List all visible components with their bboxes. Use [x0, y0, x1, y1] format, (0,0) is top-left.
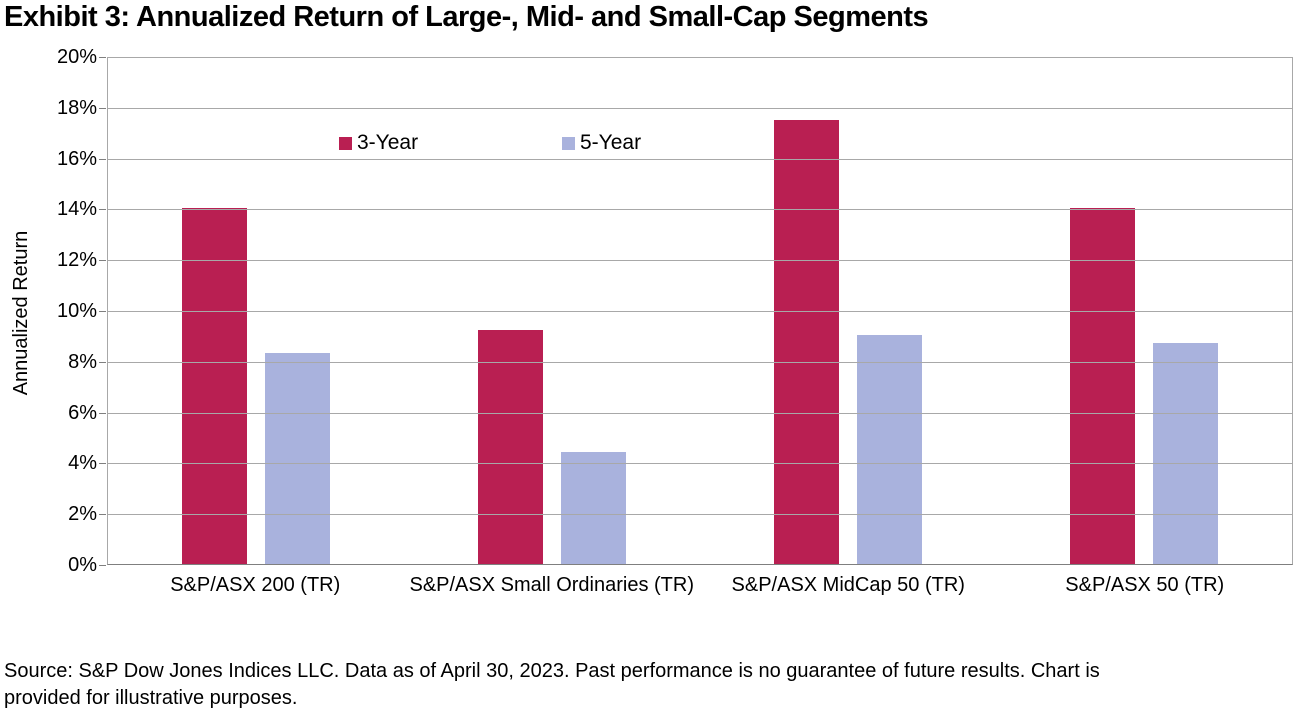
- y-tick-label: 18%: [56, 96, 97, 119]
- y-tick-label: 4%: [68, 452, 97, 475]
- bar-5-year: [265, 353, 330, 564]
- chart-legend: 3-Year 5-Year: [108, 132, 1292, 154]
- legend-label: 3-Year: [357, 131, 419, 154]
- y-tick-label: 0%: [68, 554, 97, 576]
- y-tick-label: 6%: [68, 401, 97, 424]
- bar-5-year: [561, 452, 626, 564]
- gridline: [108, 209, 1292, 211]
- y-axis-title: Annualized Return: [10, 230, 32, 396]
- y-tick-mark: [99, 412, 106, 414]
- y-tick-mark: [99, 514, 106, 516]
- bar-3-year: [774, 119, 839, 564]
- y-tick-mark: [99, 311, 106, 312]
- x-category-label: S&P/ASX MidCap 50 (TR): [731, 574, 965, 596]
- y-tick-mark: [99, 57, 106, 58]
- legend-item-5-year: 5-Year: [562, 132, 641, 154]
- legend-label: 5-Year: [580, 131, 642, 154]
- y-tick-mark: [99, 158, 106, 160]
- y-tick-mark: [99, 260, 106, 262]
- x-category-label: S&P/ASX Small Ordinaries (TR): [409, 574, 694, 596]
- legend-item-3-year: 3-Year: [339, 132, 418, 154]
- bar-5-year: [857, 335, 922, 564]
- legend-swatch-icon: [562, 136, 575, 150]
- bar-group: [108, 58, 404, 564]
- bar-3-year: [182, 208, 247, 564]
- legend-swatch-icon: [339, 136, 352, 150]
- gridline: [108, 311, 1292, 312]
- x-axis-category-labels: S&P/ASX 200 (TR) S&P/ASX Small Ordinaries…: [107, 572, 1293, 599]
- gridline: [108, 463, 1292, 465]
- gridline: [108, 361, 1292, 363]
- gridline: [108, 514, 1292, 516]
- y-axis-tick-labels: 20% 18% 16% 14% 12% 10% 8% 6% 4% 2% 0%: [37, 47, 97, 575]
- chart-title: Exhibit 3: Annualized Return of Large-, …: [4, 1, 929, 33]
- y-tick-label: 20%: [56, 46, 97, 68]
- y-tick-mark: [99, 565, 106, 566]
- bar-group: [700, 58, 996, 564]
- bar-group: [404, 58, 700, 564]
- y-tick-mark: [99, 463, 106, 465]
- bar-3-year: [1070, 208, 1135, 564]
- source-note: Source: S&P Dow Jones Indices LLC. Data …: [4, 658, 1284, 712]
- y-tick-label: 2%: [68, 503, 97, 526]
- source-note-line1: Source: S&P Dow Jones Indices LLC. Data …: [4, 660, 1100, 682]
- y-tick-label: 10%: [56, 300, 97, 322]
- y-tick-label: 12%: [56, 249, 97, 272]
- y-tick-mark: [99, 361, 106, 363]
- bar-group: [996, 58, 1292, 564]
- y-tick-mark: [99, 209, 106, 211]
- bar-groups: [108, 58, 1292, 564]
- bar-3-year: [478, 330, 543, 564]
- bar-5-year: [1153, 343, 1218, 564]
- gridline: [108, 412, 1292, 414]
- x-category-label: S&P/ASX 50 (TR): [1065, 574, 1225, 596]
- y-tick-label: 14%: [56, 198, 97, 221]
- plot-area: 3-Year 5-Year: [107, 57, 1293, 565]
- source-note-line2: provided for illustrative purposes.: [4, 687, 298, 709]
- y-tick-label: 16%: [56, 147, 97, 170]
- gridline: [108, 107, 1292, 109]
- x-category-label: S&P/ASX 200 (TR): [170, 574, 341, 596]
- y-tick-label: 8%: [68, 350, 97, 373]
- gridline: [108, 158, 1292, 160]
- y-tick-mark: [99, 107, 106, 109]
- gridline: [108, 260, 1292, 262]
